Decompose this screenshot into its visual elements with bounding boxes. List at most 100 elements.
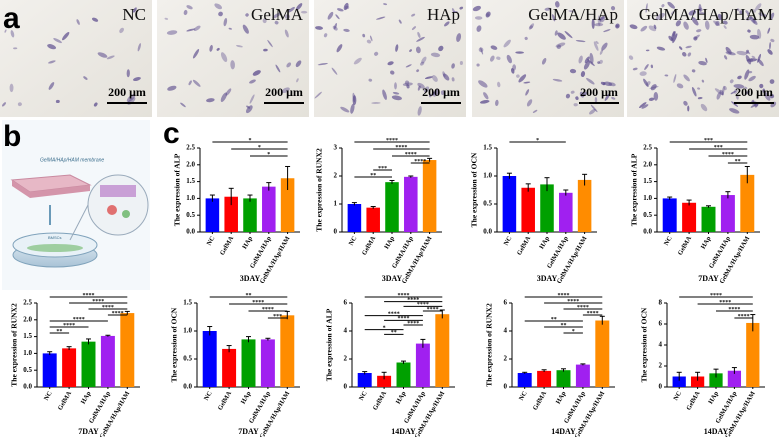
- y-tick-label: 1.0: [186, 194, 195, 202]
- y-tick-label: 0.0: [186, 228, 195, 236]
- cell: [650, 64, 654, 69]
- significance-label: **: [561, 323, 567, 329]
- cell: [451, 63, 455, 69]
- cell: [503, 39, 511, 48]
- cell: [541, 57, 547, 65]
- cell: [335, 14, 340, 20]
- cell: [667, 1, 675, 9]
- cell: [442, 73, 450, 81]
- cell: [390, 70, 395, 75]
- x-tick-label: GelMA: [219, 235, 236, 257]
- significance-label: ****: [398, 316, 410, 322]
- significance: ****: [364, 293, 443, 299]
- x-tick-label: NC: [206, 235, 217, 247]
- significance: **: [209, 293, 288, 299]
- cell: [119, 27, 124, 34]
- cell: [48, 60, 56, 64]
- cell: [687, 52, 692, 57]
- cell: [730, 90, 737, 95]
- y-tick-label: 2: [344, 355, 348, 363]
- cell: [47, 44, 57, 50]
- cell: [583, 61, 590, 70]
- x-tick-label: GelMA: [57, 390, 74, 412]
- cell: [314, 91, 322, 99]
- y-tick-label: 1.5: [483, 144, 492, 152]
- significance: ***: [669, 138, 748, 144]
- error-bar: [351, 202, 357, 206]
- cell: [551, 14, 556, 22]
- bar-chart: 0.0 0.5 1.0 1.5 2.0 2.5 The expression of ALP N…: [630, 138, 760, 285]
- x-axis-label: 7DAY: [698, 274, 719, 283]
- cell: [459, 60, 463, 66]
- cell: [744, 86, 748, 90]
- y-tick-label: 0.5: [183, 355, 192, 363]
- error-bar: [744, 165, 750, 184]
- cell: [137, 43, 141, 52]
- cell: [417, 85, 421, 91]
- cell: [164, 17, 169, 20]
- bar: [422, 160, 437, 232]
- error-bar: [427, 157, 433, 162]
- significance-label: ****: [417, 302, 429, 308]
- cell: [76, 19, 80, 25]
- cell: [344, 5, 350, 10]
- y-tick-label: 4: [504, 327, 508, 335]
- cell: [186, 5, 193, 10]
- significance: ****: [354, 138, 430, 144]
- micrograph: GelMA/HAp/HAM 200 μm: [627, 0, 779, 117]
- error-bar: [525, 183, 531, 192]
- cell: [451, 77, 455, 82]
- cell: [228, 27, 232, 30]
- significance-label: *: [249, 138, 252, 144]
- cell: [725, 46, 732, 55]
- cell: [696, 29, 702, 33]
- cell: [216, 48, 220, 51]
- cell: [769, 41, 772, 50]
- error-bar: [750, 314, 756, 332]
- error-bar: [362, 371, 368, 375]
- cell: [430, 52, 441, 58]
- cell: [597, 61, 601, 64]
- bar: [672, 376, 686, 387]
- cell: [53, 38, 62, 44]
- cell: [459, 6, 464, 10]
- cell: [555, 1, 560, 8]
- panel-label: a: [3, 2, 20, 35]
- x-tick-label: NC: [663, 235, 674, 247]
- error-bar: [599, 315, 605, 325]
- cell: [236, 44, 243, 48]
- bar: [202, 331, 217, 387]
- cell: [286, 62, 292, 68]
- cell: [515, 51, 524, 54]
- significance-label: ****: [92, 299, 104, 305]
- significance: *: [250, 152, 288, 158]
- cell: [759, 83, 764, 89]
- cells: [27, 244, 83, 252]
- cell: [643, 78, 649, 87]
- cell: [284, 14, 291, 19]
- cell: [599, 16, 606, 23]
- significance: ***: [373, 166, 392, 172]
- bar: [595, 320, 610, 387]
- significance: **: [49, 329, 70, 335]
- cell: [523, 81, 531, 84]
- cell: [591, 18, 595, 29]
- receptor: [100, 185, 136, 197]
- cell: [722, 20, 728, 25]
- cell: [382, 89, 387, 100]
- bar-chart: 0.0 0.5 1.0 1.5 The expression of OCN NC GelMA…: [170, 293, 300, 437]
- cell: [317, 62, 329, 66]
- significance: *: [212, 138, 288, 144]
- error-bar: [370, 206, 376, 209]
- error-bar: [66, 346, 72, 351]
- cell: [736, 50, 748, 56]
- cell: [476, 25, 482, 32]
- cell: [736, 8, 740, 12]
- cell: [327, 11, 334, 20]
- cell: [656, 46, 666, 51]
- bar: [690, 376, 705, 387]
- error-bar: [731, 367, 737, 374]
- y-axis-label: The expression of OCN: [470, 152, 479, 227]
